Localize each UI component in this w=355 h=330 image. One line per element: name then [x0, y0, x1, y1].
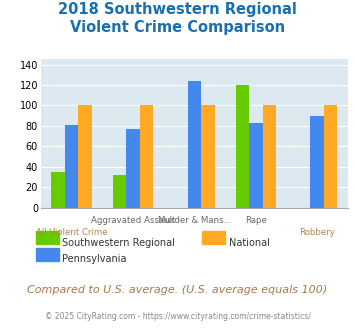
- Text: Aggravated Assault: Aggravated Assault: [91, 216, 175, 225]
- Bar: [140, 106, 153, 208]
- Bar: [263, 106, 276, 208]
- Text: Southwestern Regional: Southwestern Regional: [62, 238, 175, 248]
- Bar: [51, 172, 65, 208]
- Bar: [78, 106, 92, 208]
- Text: Pennsylvania: Pennsylvania: [62, 254, 127, 264]
- Text: Violent Crime Comparison: Violent Crime Comparison: [70, 20, 285, 35]
- Bar: [113, 175, 126, 208]
- Bar: [126, 129, 140, 208]
- Bar: [249, 123, 263, 208]
- Text: 2018 Southwestern Regional: 2018 Southwestern Regional: [58, 2, 297, 16]
- Text: All Violent Crime: All Violent Crime: [36, 228, 107, 237]
- Bar: [187, 81, 201, 208]
- Bar: [201, 106, 215, 208]
- Bar: [310, 116, 324, 208]
- Bar: [235, 85, 249, 208]
- Bar: [65, 125, 78, 208]
- Text: Rape: Rape: [245, 216, 267, 225]
- Text: Compared to U.S. average. (U.S. average equals 100): Compared to U.S. average. (U.S. average …: [27, 285, 328, 295]
- Text: Murder & Mans...: Murder & Mans...: [158, 216, 231, 225]
- Text: Robbery: Robbery: [299, 228, 335, 237]
- Text: National: National: [229, 238, 270, 248]
- Text: © 2025 CityRating.com - https://www.cityrating.com/crime-statistics/: © 2025 CityRating.com - https://www.city…: [45, 312, 310, 321]
- Bar: [324, 106, 338, 208]
